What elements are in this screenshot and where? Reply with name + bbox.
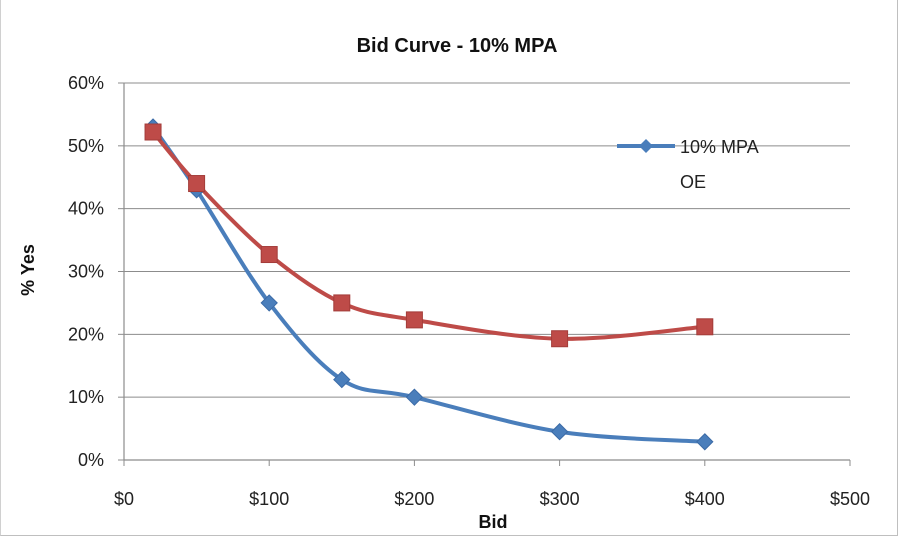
y-tick-label: 50% <box>68 136 104 156</box>
legend-label-line1: 10% MPA <box>680 137 759 157</box>
y-tick-label: 10% <box>68 387 104 407</box>
series-group <box>144 118 714 451</box>
series-line-0 <box>151 125 705 444</box>
square-marker <box>260 246 278 264</box>
y-tick-labels: 0% 10% 20% 30% 40% 50% 60% <box>68 73 104 470</box>
square-marker <box>696 318 714 336</box>
x-axis-label: Bid <box>479 512 508 532</box>
y-tick-label: 30% <box>68 262 104 282</box>
x-tick-label: $100 <box>249 489 289 509</box>
y-tick-label: 0% <box>78 450 104 470</box>
x-tick-label: $200 <box>394 489 434 509</box>
gridlines <box>124 82 850 398</box>
square-marker <box>405 311 423 329</box>
x-tick-labels: $0 $100 $200 $300 $400 $500 <box>114 489 870 509</box>
legend: 10% MPA OE <box>617 137 759 192</box>
diamond-marker <box>696 433 714 451</box>
x-tick-label: $400 <box>685 489 725 509</box>
x-tick-label: $300 <box>540 489 580 509</box>
legend-label-line2: OE <box>680 172 706 192</box>
diamond-marker <box>333 370 351 389</box>
legend-diamond-marker <box>639 139 653 153</box>
square-marker <box>333 294 351 312</box>
square-marker <box>551 330 569 348</box>
diamond-marker <box>405 388 424 406</box>
y-tick-label: 40% <box>68 199 104 219</box>
diamond-marker <box>260 294 278 312</box>
square-marker <box>188 175 206 193</box>
y-axis-label: % Yes <box>18 244 38 296</box>
square-marker <box>144 123 162 141</box>
y-tick-label: 60% <box>68 73 104 93</box>
y-tick-label: 20% <box>68 324 104 344</box>
x-tick-label: $0 <box>114 489 134 509</box>
chart-title: Bid Curve - 10% MPA <box>357 35 558 57</box>
axes <box>118 82 851 466</box>
x-tick-label: $500 <box>830 489 870 509</box>
series-line-1 <box>151 130 705 341</box>
diamond-marker <box>550 423 569 441</box>
